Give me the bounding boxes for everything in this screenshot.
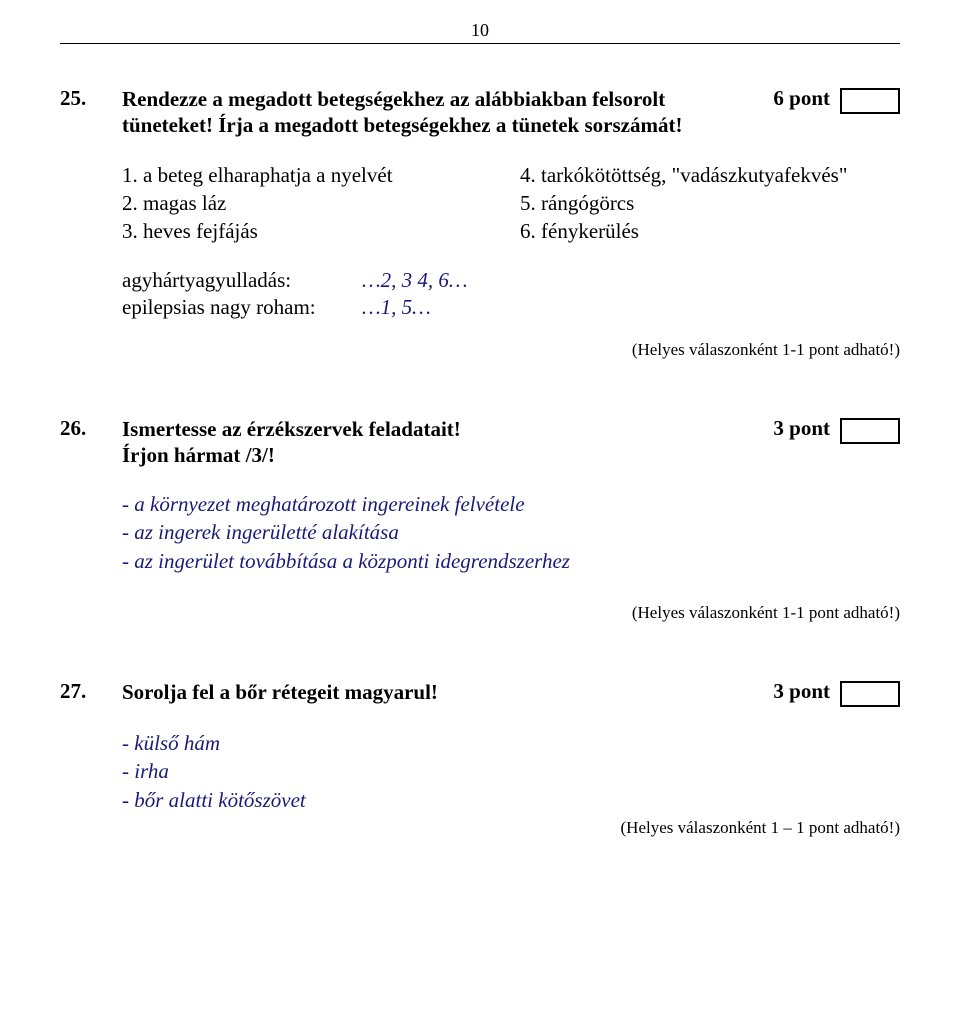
list-item: - az ingerület továbbítása a központi id… xyxy=(122,547,900,575)
question-27-header: 27. Sorolja fel a bőr rétegeit magyarul!… xyxy=(60,679,900,707)
question-25-answers: agyhártyagyulladás: …2, 3 4, 6… epilepsi… xyxy=(122,268,900,320)
option-4: 4. tarkókötöttség, "vadászkutyafekvés" xyxy=(520,161,900,189)
option-2: 2. magas láz xyxy=(122,189,502,217)
question-27-body: - külső hám - irha - bőr alatti kötőszöv… xyxy=(122,729,900,814)
list-item: - irha xyxy=(122,757,900,785)
page-header: 10 xyxy=(60,20,900,44)
question-25-options-left: 1. a beteg elharaphatja a nyelvét 2. mag… xyxy=(122,161,502,246)
option-6: 6. fénykerülés xyxy=(520,217,900,245)
list-item: - az ingerek ingerületté alakítása xyxy=(122,518,900,546)
question-27-number: 27. xyxy=(60,679,122,704)
question-26-text-line2: Írjon hármat /3/! xyxy=(122,443,275,467)
question-25-number: 25. xyxy=(60,86,122,111)
option-3: 3. heves fejfájás xyxy=(122,217,502,245)
question-25-options: 1. a beteg elharaphatja a nyelvét 2. mag… xyxy=(122,161,900,246)
question-27-points: 3 pont xyxy=(750,679,840,704)
question-27: 27. Sorolja fel a bőr rétegeit magyarul!… xyxy=(60,679,900,838)
question-25-scorebox xyxy=(840,88,900,114)
list-item: - a környezet meghatározott ingereinek f… xyxy=(122,490,900,518)
question-25-points: 6 pont xyxy=(750,86,840,111)
option-1: 1. a beteg elharaphatja a nyelvét xyxy=(122,161,502,189)
question-26-scorebox xyxy=(840,418,900,444)
question-25-scoring: (Helyes válaszonként 1-1 pont adható!) xyxy=(60,340,900,360)
answer-1-value: …2, 3 4, 6… xyxy=(362,268,900,293)
question-26-scoring: (Helyes válaszonként 1-1 pont adható!) xyxy=(60,603,900,623)
question-27-scoring: (Helyes válaszonként 1 – 1 pont adható!) xyxy=(60,818,900,838)
answer-2-label: epilepsias nagy roham: xyxy=(122,295,362,320)
question-26: 26. Ismertesse az érzékszervek feladatai… xyxy=(60,416,900,624)
question-27-text: Sorolja fel a bőr rétegeit magyarul! xyxy=(122,679,750,705)
question-26-body: - a környezet meghatározott ingereinek f… xyxy=(122,490,900,575)
question-27-items: - külső hám - irha - bőr alatti kötőszöv… xyxy=(122,729,900,814)
question-26-header: 26. Ismertesse az érzékszervek feladatai… xyxy=(60,416,900,469)
header-rule xyxy=(60,43,900,44)
question-26-text: Ismertesse az érzékszervek feladatait! Í… xyxy=(122,416,750,469)
list-item: - bőr alatti kötőszövet xyxy=(122,786,900,814)
answer-2-value: …1, 5… xyxy=(362,295,900,320)
question-26-items: - a környezet meghatározott ingereinek f… xyxy=(122,490,900,575)
question-25-body: 1. a beteg elharaphatja a nyelvét 2. mag… xyxy=(122,161,900,320)
question-25-options-right: 4. tarkókötöttség, "vadászkutyafekvés" 5… xyxy=(520,161,900,246)
option-5: 5. rángógörcs xyxy=(520,189,900,217)
list-item: - külső hám xyxy=(122,729,900,757)
answer-1-label: agyhártyagyulladás: xyxy=(122,268,362,293)
question-27-scorebox xyxy=(840,681,900,707)
page-number: 10 xyxy=(471,20,489,40)
question-25-text: Rendezze a megadott betegségekhez az alá… xyxy=(122,86,750,139)
question-26-points: 3 pont xyxy=(750,416,840,441)
question-26-text-line1: Ismertesse az érzékszervek feladatait! xyxy=(122,417,461,441)
question-26-number: 26. xyxy=(60,416,122,441)
question-25-header: 25. Rendezze a megadott betegségekhez az… xyxy=(60,86,900,139)
question-25: 25. Rendezze a megadott betegségekhez az… xyxy=(60,86,900,360)
